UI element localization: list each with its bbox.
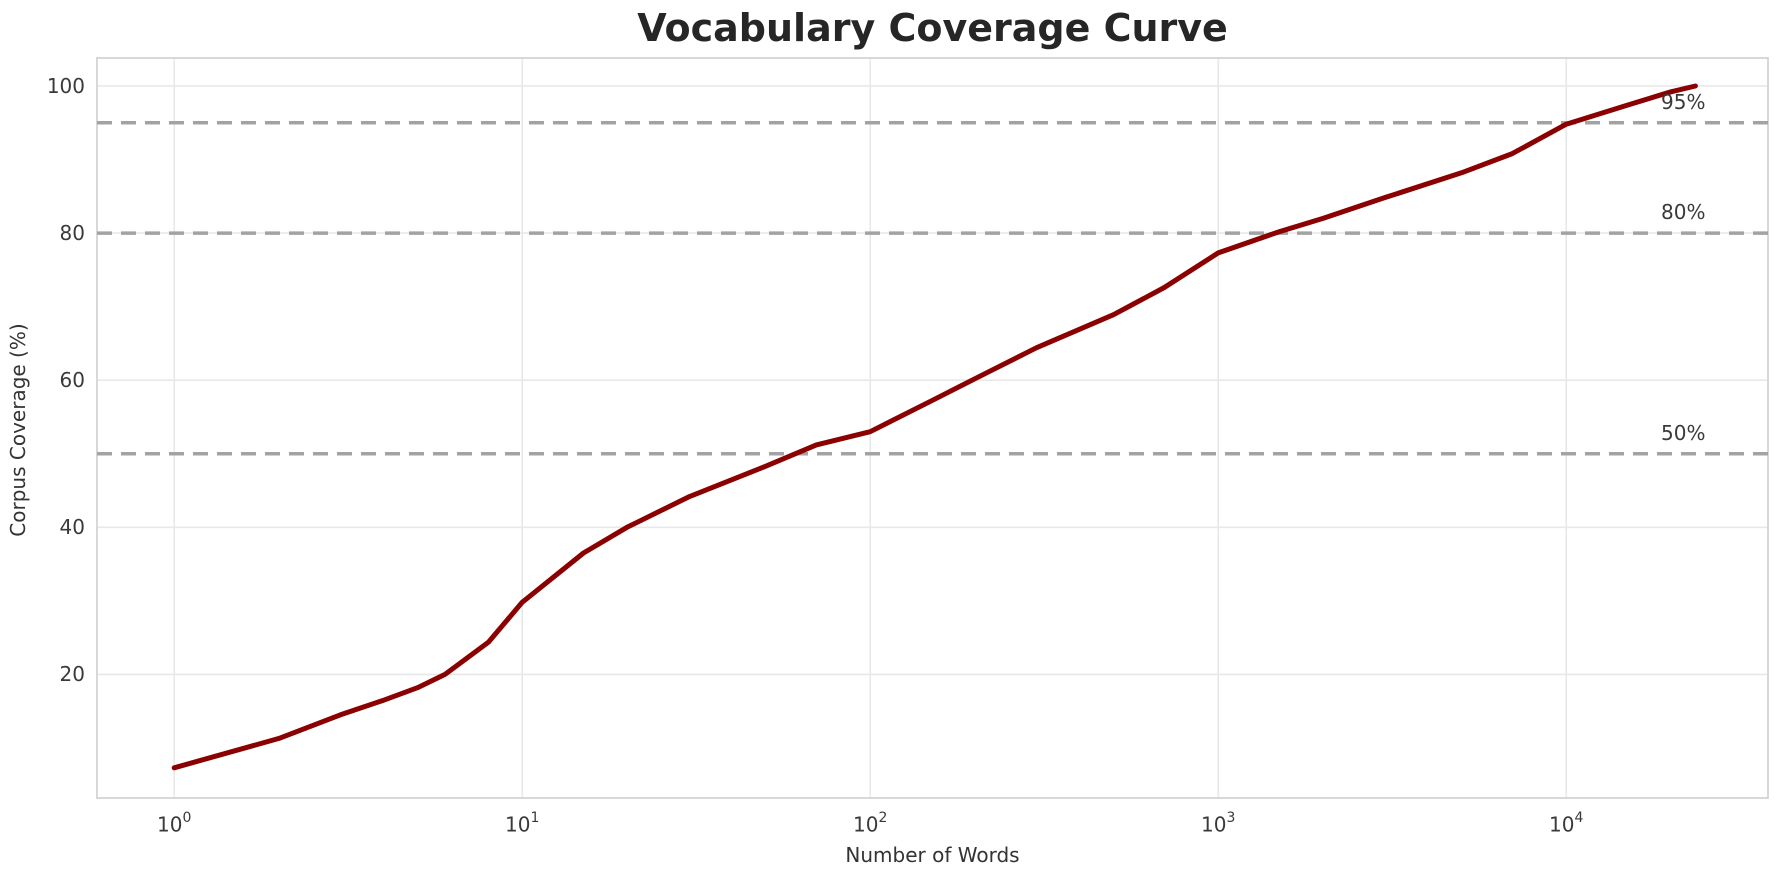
y-tick-label-60: 60 xyxy=(59,368,85,393)
chart-title: Vocabulary Coverage Curve xyxy=(637,6,1228,50)
x-tick-exponent: 4 xyxy=(1574,810,1584,826)
x-tick-exponent: 0 xyxy=(182,810,192,826)
x-tick-label-100: 102 xyxy=(853,810,888,837)
x-tick-label-1000: 103 xyxy=(1201,810,1236,837)
threshold-label-95: 95% xyxy=(1661,89,1706,114)
threshold-label-80: 80% xyxy=(1661,200,1706,225)
x-axis-label: Number of Words xyxy=(845,843,1020,867)
x-tick-label-10000: 104 xyxy=(1549,810,1584,837)
x-tick-exponent: 1 xyxy=(530,810,540,826)
axes-spine xyxy=(96,57,1769,799)
x-tick-label-10: 101 xyxy=(505,810,540,837)
x-tick-exponent: 3 xyxy=(1226,810,1236,826)
y-tick-label-40: 40 xyxy=(59,515,85,540)
y-tick-label-80: 80 xyxy=(59,221,85,246)
x-tick-label-1: 100 xyxy=(157,810,192,837)
y-tick-label-100: 100 xyxy=(46,73,85,98)
threshold-label-50: 50% xyxy=(1661,420,1706,445)
coverage-curve xyxy=(171,83,1698,771)
y-tick-label-20: 20 xyxy=(59,662,85,687)
x-tick-exponent: 2 xyxy=(878,810,888,826)
